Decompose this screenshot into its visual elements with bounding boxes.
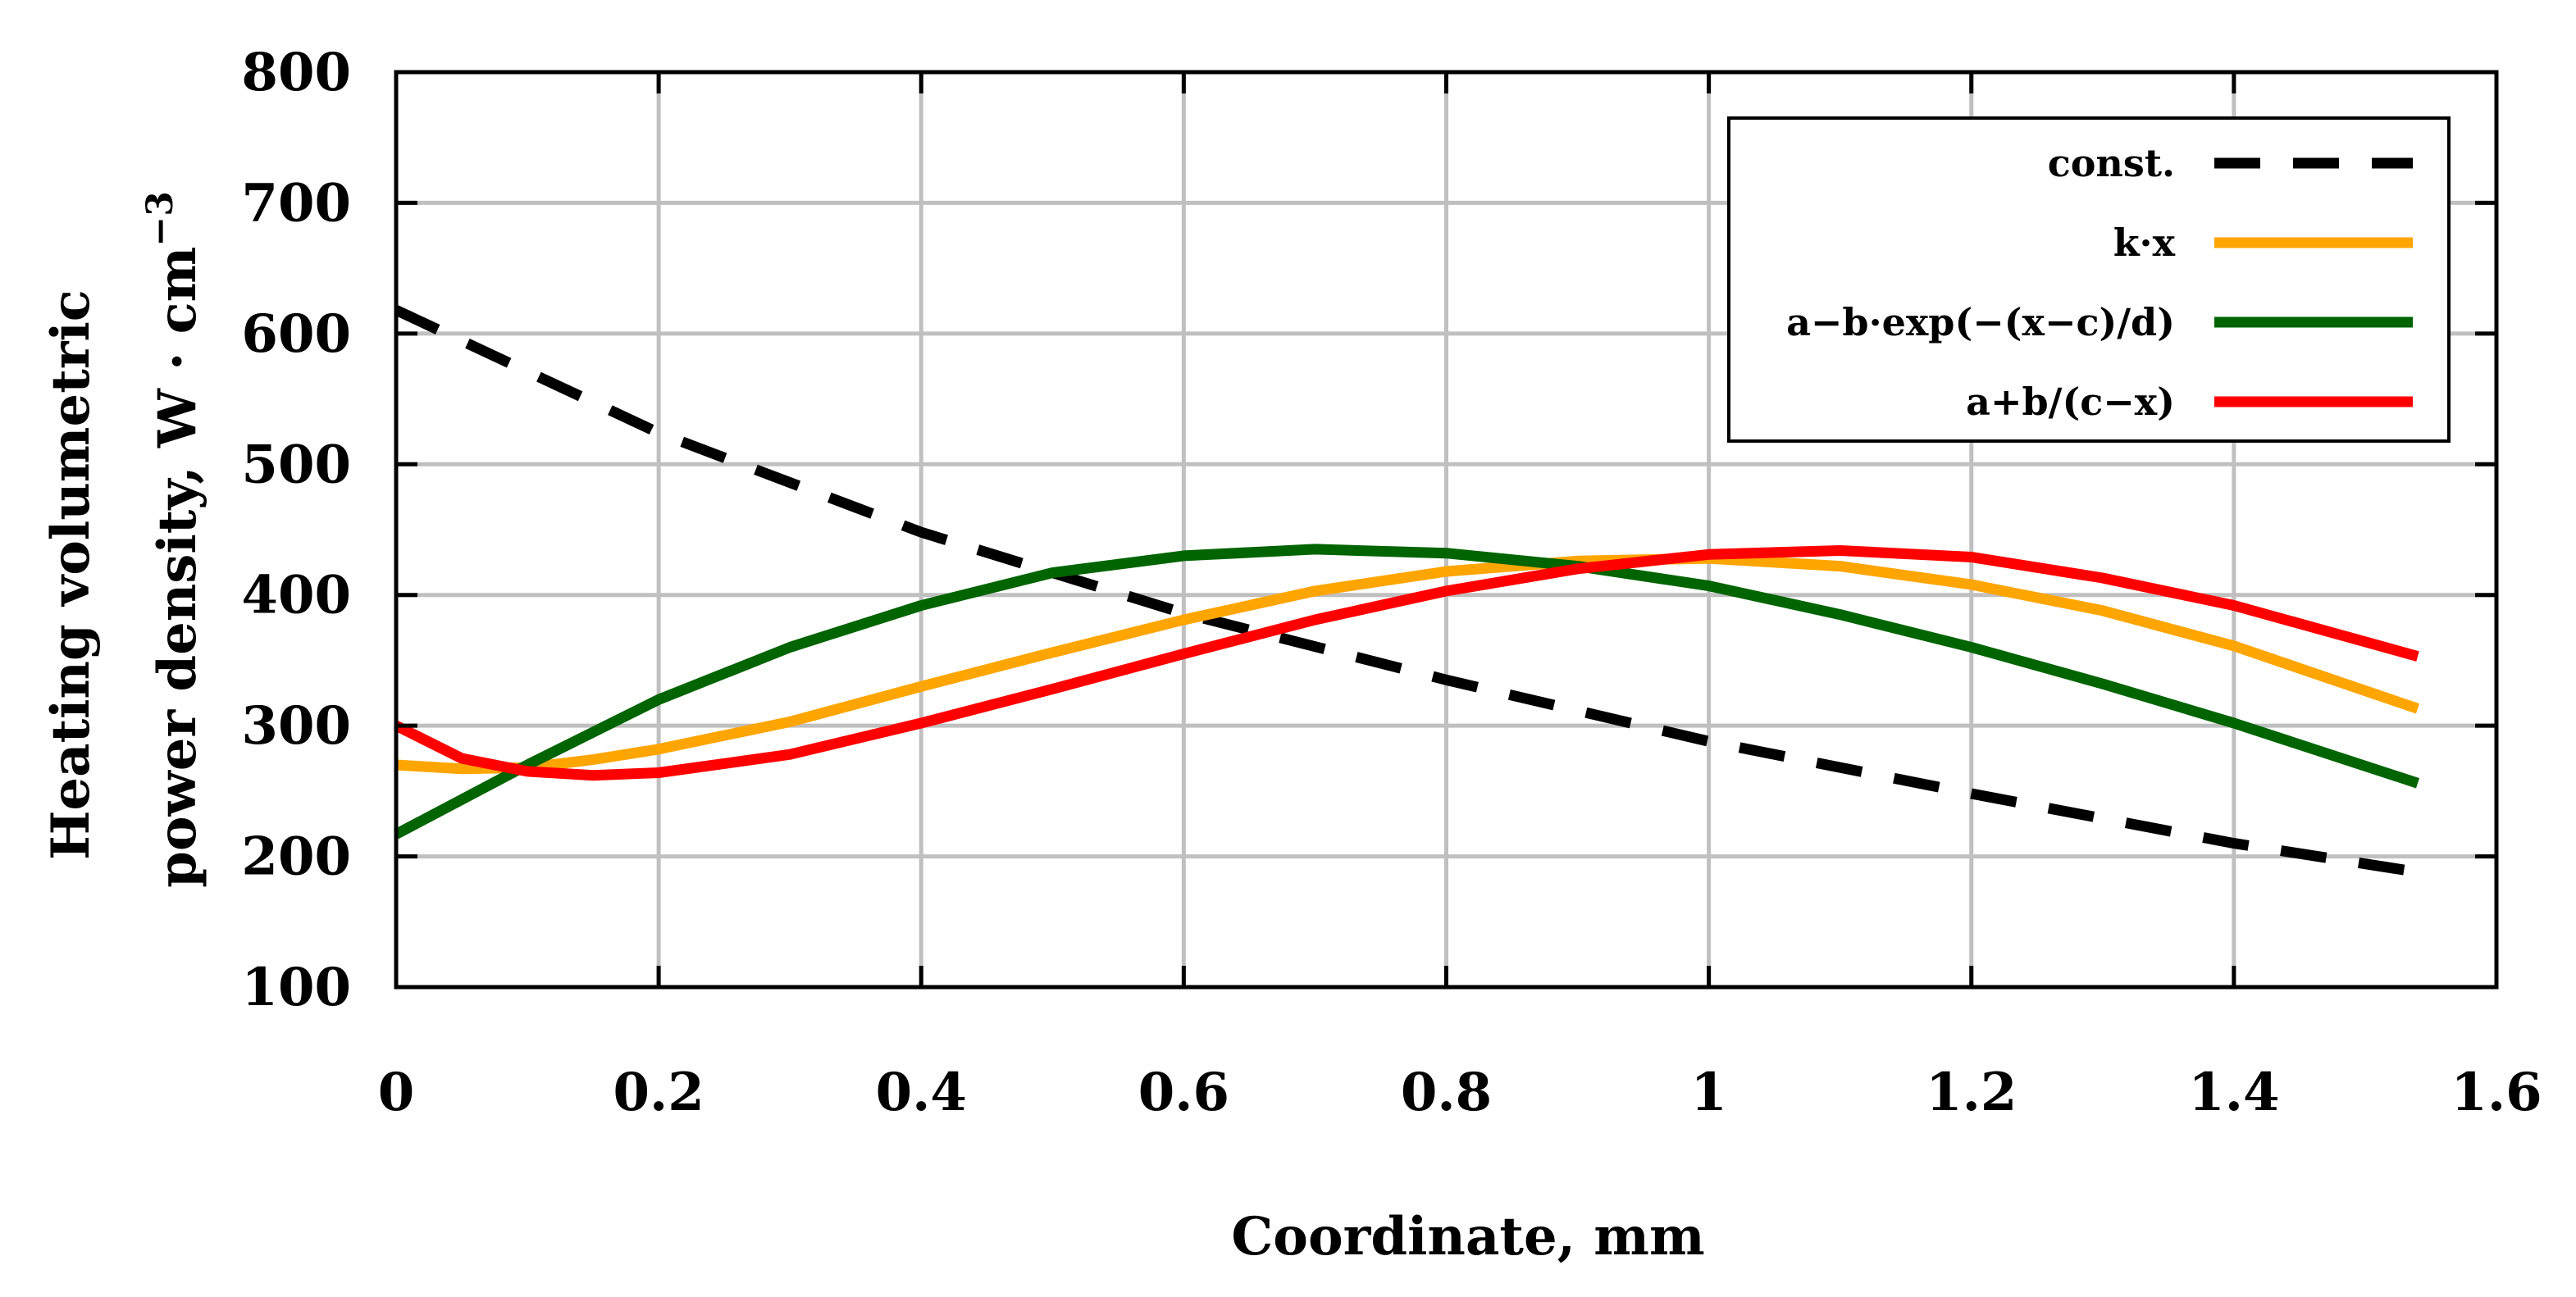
series-line-0 (394, 305, 2419, 878)
y-tick-label: 600 (241, 303, 351, 365)
tick-labels: 0 0.2 0.4 0.6 0.8 1 1.2 1.4 1.6 100 200 300 400 500 60… (241, 42, 2542, 1123)
y-tick-label: 400 (241, 565, 351, 626)
y-tick-label: 800 (241, 42, 351, 103)
legend-label-0: const. (2048, 141, 2175, 185)
x-tick-label: 0.2 (613, 1062, 704, 1123)
y-tick-label: 500 (241, 434, 351, 495)
x-tick-label: 0.6 (1138, 1062, 1229, 1123)
legend-box (1727, 116, 2451, 443)
series-layer (393, 305, 2420, 878)
x-tick-label: 0 (378, 1062, 415, 1123)
y-axis-title-line2: power density, W · cm (147, 247, 208, 888)
series-line-3 (394, 545, 2419, 781)
y-axis-title-line1: Heating volumetric (40, 289, 102, 860)
legend: const. k·x a−b·exp(−(x−c)/d) a+b/(c−x) (1727, 116, 2451, 443)
legend-label-2: a−b·exp(−(x−c)/d) (1786, 300, 2175, 344)
legend-label-3: a+b/(c−x) (1966, 380, 2175, 424)
series-line-2 (393, 544, 2420, 840)
y-tick-label: 200 (241, 826, 351, 888)
x-tick-label: 1 (1690, 1062, 1727, 1123)
x-tick-label: 1.4 (2188, 1062, 2279, 1123)
ticks (394, 70, 2499, 990)
y-axis-title: Heating volumetric power density, W · cm… (40, 191, 208, 888)
legend-label-1: k·x (2113, 221, 2176, 265)
y-tick-label: 700 (241, 172, 351, 234)
x-axis-title: Coordinate, mm (1231, 1206, 1704, 1267)
y-tick-label: 300 (241, 695, 351, 757)
x-tick-label: 1.6 (2451, 1062, 2542, 1123)
x-tick-label: 0.8 (1401, 1062, 1492, 1123)
y-axis-title-sup: −3 (139, 191, 181, 246)
y-tick-label: 100 (241, 957, 351, 1018)
x-tick-label: 0.4 (876, 1062, 967, 1123)
x-tick-label: 1.2 (1926, 1062, 2017, 1123)
series-line-1 (395, 553, 2420, 775)
